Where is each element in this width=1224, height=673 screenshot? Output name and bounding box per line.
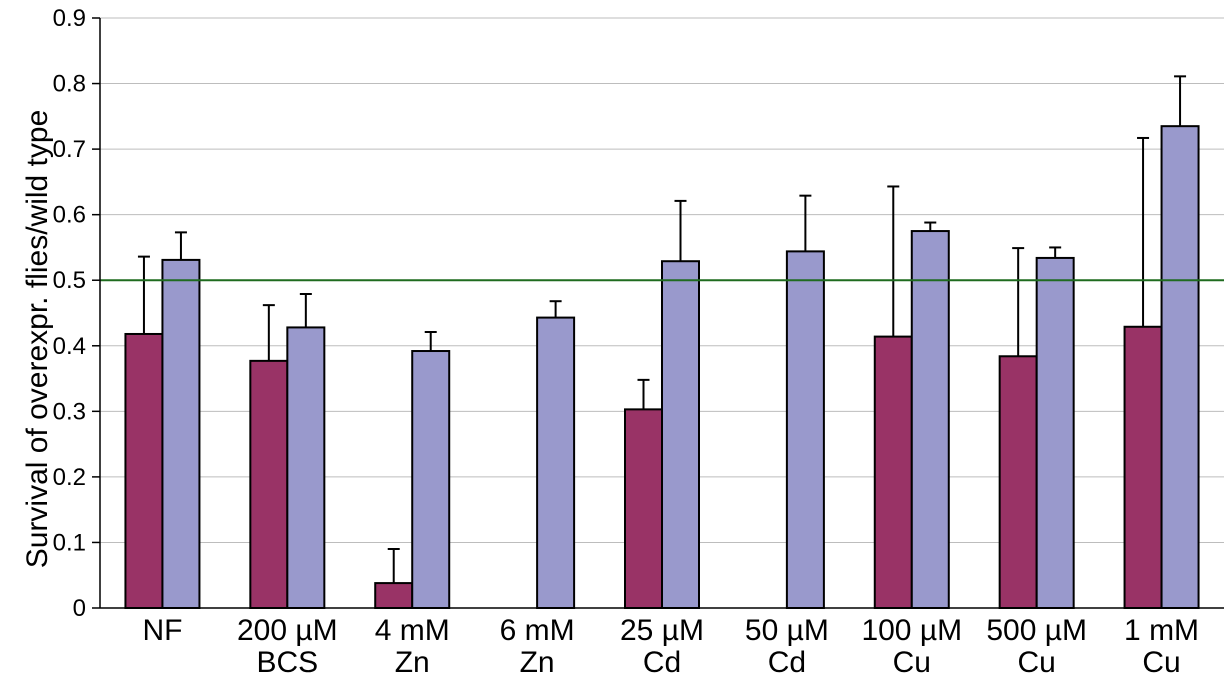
x-category-label: Zn bbox=[520, 646, 555, 673]
bar-series-1 bbox=[998, 355, 1038, 609]
y-tick-label: 0 bbox=[73, 595, 86, 622]
y-tick-label: 0.1 bbox=[53, 529, 86, 556]
y-axis-title: Survival of overexpr. flies/wild type bbox=[21, 110, 54, 569]
bar-series-1 bbox=[624, 408, 663, 609]
y-tick-label: 0.7 bbox=[53, 136, 86, 163]
bar-series-2 bbox=[785, 250, 825, 609]
bar-series-2 bbox=[1035, 256, 1075, 609]
bar-series-1 bbox=[374, 582, 414, 609]
bar-series-2 bbox=[286, 326, 326, 609]
bar-series-1 bbox=[124, 332, 164, 609]
x-category-label: 50 µM bbox=[745, 614, 829, 647]
y-tick-label: 0.8 bbox=[53, 71, 86, 98]
x-category-label: 25 µM bbox=[620, 614, 704, 647]
y-tick-label: 0.9 bbox=[53, 5, 86, 32]
error-bars bbox=[137, 75, 1187, 584]
x-category-label: 4 mM bbox=[375, 614, 450, 647]
bar-series-1 bbox=[249, 359, 289, 609]
y-tick-label: 0.3 bbox=[53, 398, 86, 425]
x-category-label: Cu bbox=[1142, 646, 1180, 673]
y-tick-label: 0.2 bbox=[53, 464, 86, 491]
x-category-label: Cd bbox=[768, 646, 806, 673]
bar-series-2 bbox=[411, 350, 451, 609]
bar-series-2 bbox=[910, 230, 950, 610]
y-tick-label: 0.6 bbox=[53, 202, 86, 229]
x-category-label: 500 µM bbox=[986, 614, 1087, 647]
x-category-label: Cd bbox=[643, 646, 681, 673]
bar-series-2 bbox=[661, 260, 700, 609]
x-category-label: 100 µM bbox=[861, 614, 962, 647]
bar-series-2 bbox=[1160, 125, 1200, 610]
axes bbox=[92, 17, 1224, 609]
x-category-label: 200 µM bbox=[237, 614, 338, 647]
bar-series-2 bbox=[536, 316, 576, 609]
y-tick-label: 0.4 bbox=[53, 333, 86, 360]
x-category-label: NF bbox=[142, 614, 182, 647]
bars bbox=[124, 125, 1200, 610]
x-category-label: Cu bbox=[1017, 646, 1055, 673]
bar-series-2 bbox=[161, 258, 201, 609]
x-category-label: BCS bbox=[256, 646, 318, 673]
y-tick-label: 0.5 bbox=[53, 267, 86, 294]
x-category-label: Cu bbox=[893, 646, 931, 673]
x-category-label: 6 mM bbox=[500, 614, 575, 647]
x-category-label: Zn bbox=[395, 646, 430, 673]
x-category-label: 1 mM bbox=[1124, 614, 1199, 647]
bar-series-1 bbox=[1123, 325, 1163, 609]
bar-series-1 bbox=[873, 335, 913, 609]
